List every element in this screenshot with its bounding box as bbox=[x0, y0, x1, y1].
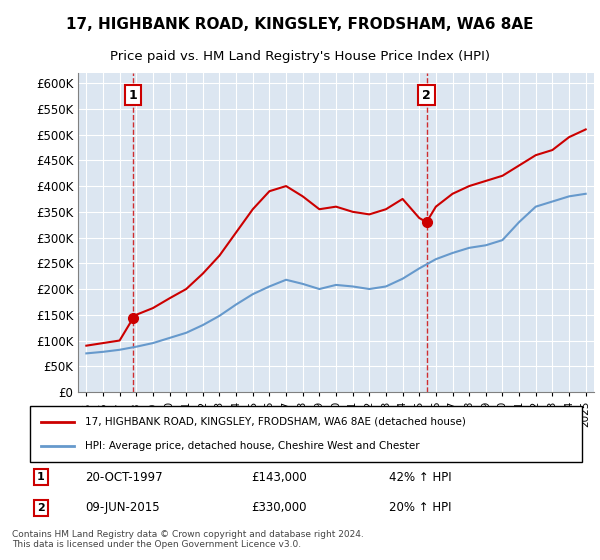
Text: £143,000: £143,000 bbox=[251, 470, 307, 484]
Text: 17, HIGHBANK ROAD, KINGSLEY, FRODSHAM, WA6 8AE: 17, HIGHBANK ROAD, KINGSLEY, FRODSHAM, W… bbox=[66, 17, 534, 32]
Text: 2: 2 bbox=[37, 503, 45, 513]
Text: £330,000: £330,000 bbox=[251, 501, 307, 515]
Text: 09-JUN-2015: 09-JUN-2015 bbox=[85, 501, 160, 515]
Text: Contains HM Land Registry data © Crown copyright and database right 2024.
This d: Contains HM Land Registry data © Crown c… bbox=[12, 530, 364, 549]
FancyBboxPatch shape bbox=[30, 406, 582, 462]
Text: 20% ↑ HPI: 20% ↑ HPI bbox=[389, 501, 451, 515]
Text: 20-OCT-1997: 20-OCT-1997 bbox=[85, 470, 163, 484]
Text: 42% ↑ HPI: 42% ↑ HPI bbox=[389, 470, 451, 484]
Text: 17, HIGHBANK ROAD, KINGSLEY, FRODSHAM, WA6 8AE (detached house): 17, HIGHBANK ROAD, KINGSLEY, FRODSHAM, W… bbox=[85, 417, 466, 427]
Text: 1: 1 bbox=[37, 472, 45, 482]
Text: Price paid vs. HM Land Registry's House Price Index (HPI): Price paid vs. HM Land Registry's House … bbox=[110, 50, 490, 63]
Text: HPI: Average price, detached house, Cheshire West and Chester: HPI: Average price, detached house, Ches… bbox=[85, 441, 420, 451]
Text: 2: 2 bbox=[422, 88, 431, 102]
Text: 1: 1 bbox=[128, 88, 137, 102]
